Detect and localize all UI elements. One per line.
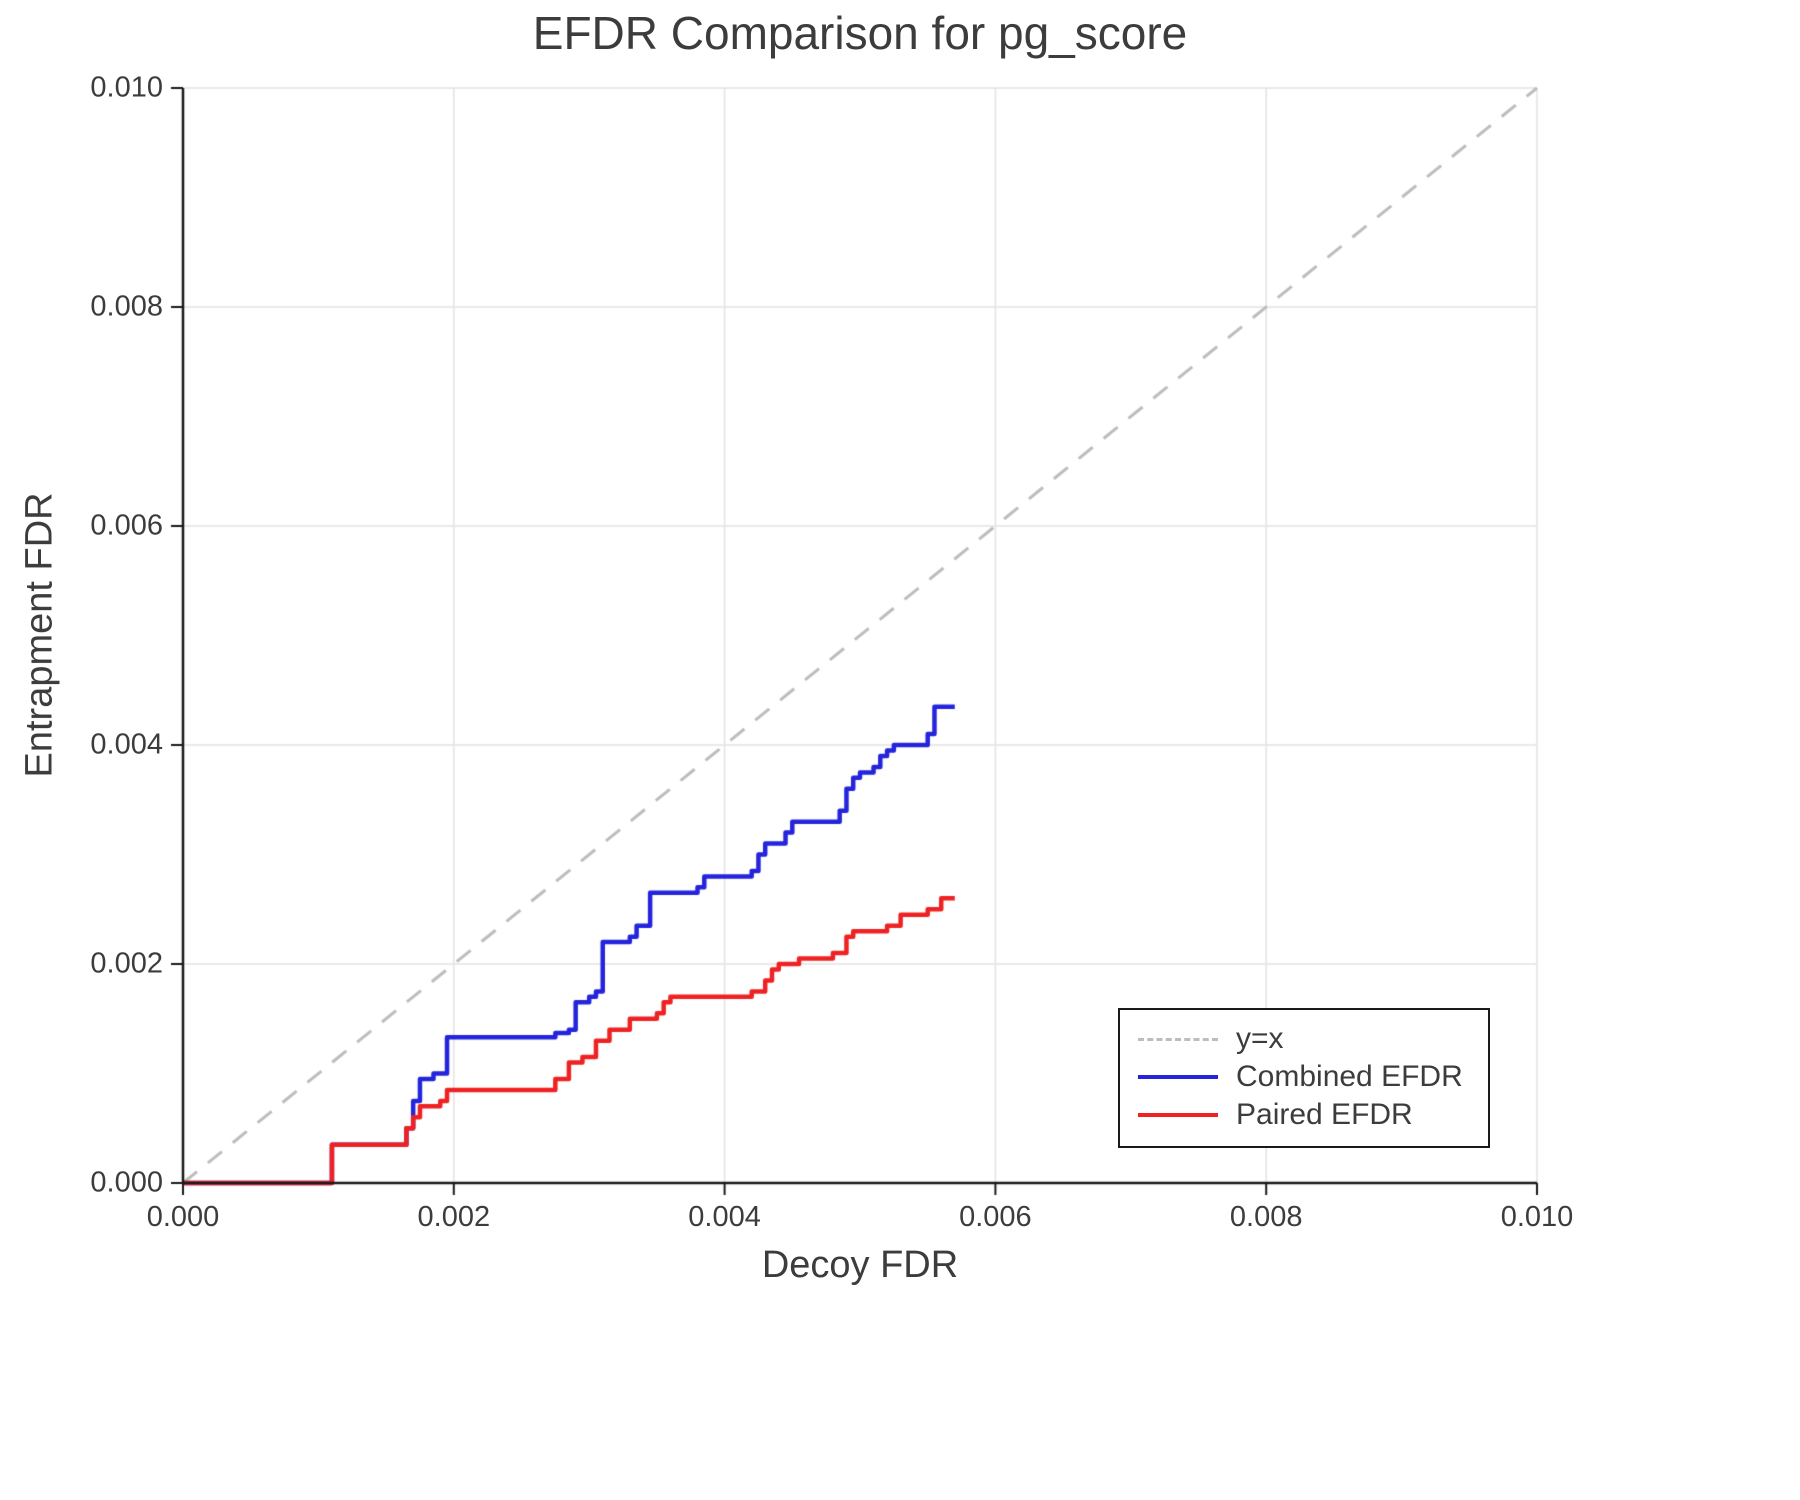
dashed-line-swatch (1138, 1037, 1218, 1041)
x-tick-label: 0.006 (959, 1201, 1032, 1233)
red-line-swatch (1138, 1113, 1218, 1117)
legend-label-combined: Combined EFDR (1236, 1060, 1463, 1093)
x-tick-label: 0.002 (417, 1201, 491, 1233)
y-tick-label: 0.010 (90, 71, 163, 104)
x-tick-label: 0.008 (1229, 1201, 1303, 1233)
x-tick-label: 0.010 (1500, 1201, 1574, 1233)
y-axis-label: Entrapment FDR (18, 492, 61, 778)
y-tick-label: 0.004 (90, 728, 163, 761)
x-tick-label: 0.004 (688, 1201, 761, 1233)
blue-line-swatch (1138, 1075, 1218, 1079)
y-tick-label: 0.006 (90, 509, 163, 542)
legend-item-combined: Combined EFDR (1120, 1058, 1488, 1096)
y-tick-label: 0.002 (90, 947, 163, 980)
x-tick-label: 0.000 (146, 1201, 220, 1233)
y-tick-label: 0.008 (90, 290, 163, 323)
legend-label-yx: y=x (1236, 1022, 1284, 1055)
y-tick-label: 0.000 (90, 1166, 163, 1199)
legend-item-yx: y=x (1120, 1020, 1488, 1058)
legend: y=x Combined EFDR Paired EFDR (1118, 1008, 1490, 1148)
legend-item-paired: Paired EFDR (1120, 1096, 1488, 1134)
chart-title: EFDR Comparison for pg_score (532, 7, 1188, 59)
x-axis-label: Decoy FDR (761, 1244, 959, 1286)
legend-label-paired: Paired EFDR (1236, 1098, 1413, 1131)
